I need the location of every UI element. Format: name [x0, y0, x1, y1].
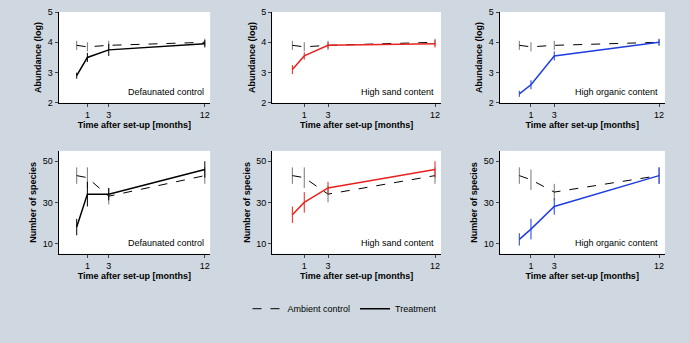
svg-text:10: 10	[256, 239, 266, 249]
svg-text:12: 12	[430, 261, 440, 271]
svg-text:3: 3	[326, 110, 331, 120]
svg-text:2: 2	[48, 98, 53, 108]
svg-text:Time after set-up [months]: Time after set-up [months]	[300, 120, 413, 130]
svg-text:3: 3	[552, 261, 557, 271]
svg-text:5: 5	[489, 7, 494, 17]
svg-text:High organic content: High organic content	[575, 238, 658, 248]
svg-text:Treatment: Treatment	[395, 304, 436, 314]
svg-text:30: 30	[43, 198, 53, 208]
svg-text:30: 30	[484, 198, 494, 208]
svg-text:5: 5	[48, 7, 53, 17]
svg-text:10: 10	[484, 239, 494, 249]
svg-text:Time after set-up [months]: Time after set-up [months]	[78, 271, 191, 281]
svg-text:30: 30	[256, 198, 266, 208]
svg-text:1: 1	[528, 110, 533, 120]
svg-text:Abundance (log): Abundance (log)	[474, 22, 484, 93]
svg-text:1: 1	[302, 110, 307, 120]
svg-text:50: 50	[484, 156, 494, 166]
svg-text:12: 12	[654, 110, 664, 120]
svg-text:3: 3	[489, 68, 494, 78]
svg-text:High organic content: High organic content	[575, 87, 658, 97]
svg-text:1: 1	[528, 261, 533, 271]
svg-text:Number of species: Number of species	[242, 162, 252, 243]
svg-text:12: 12	[430, 110, 440, 120]
svg-text:1: 1	[302, 261, 307, 271]
svg-text:10: 10	[43, 239, 53, 249]
svg-text:50: 50	[256, 156, 266, 166]
svg-text:5: 5	[261, 7, 266, 17]
svg-text:4: 4	[48, 37, 53, 47]
svg-text:Number of species: Number of species	[28, 162, 38, 243]
svg-text:Time after set-up [months]: Time after set-up [months]	[526, 120, 639, 130]
svg-text:2: 2	[489, 98, 494, 108]
svg-text:Time after set-up [months]: Time after set-up [months]	[300, 271, 413, 281]
svg-text:12: 12	[200, 110, 210, 120]
svg-text:3: 3	[261, 68, 266, 78]
svg-text:Defaunated control: Defaunated control	[128, 238, 204, 248]
svg-text:1: 1	[85, 110, 90, 120]
svg-text:12: 12	[654, 261, 664, 271]
svg-text:High sand content: High sand content	[361, 87, 434, 97]
svg-text:2: 2	[261, 98, 266, 108]
svg-text:4: 4	[489, 37, 494, 47]
svg-text:3: 3	[552, 110, 557, 120]
svg-text:Time after set-up [months]: Time after set-up [months]	[78, 120, 191, 130]
svg-text:3: 3	[106, 110, 111, 120]
svg-text:Abundance (log): Abundance (log)	[33, 22, 43, 93]
svg-text:Number of species: Number of species	[469, 162, 479, 243]
svg-text:Abundance (log): Abundance (log)	[247, 22, 257, 93]
svg-text:3: 3	[48, 68, 53, 78]
svg-text:Time after set-up [months]: Time after set-up [months]	[526, 271, 639, 281]
svg-text:Ambient control: Ambient control	[288, 304, 351, 314]
svg-text:High sand content: High sand content	[361, 238, 434, 248]
svg-text:3: 3	[106, 261, 111, 271]
svg-text:Defaunated control: Defaunated control	[128, 87, 204, 97]
svg-text:12: 12	[200, 261, 210, 271]
svg-text:50: 50	[43, 156, 53, 166]
svg-text:3: 3	[326, 261, 331, 271]
svg-text:4: 4	[261, 37, 266, 47]
svg-text:1: 1	[85, 261, 90, 271]
